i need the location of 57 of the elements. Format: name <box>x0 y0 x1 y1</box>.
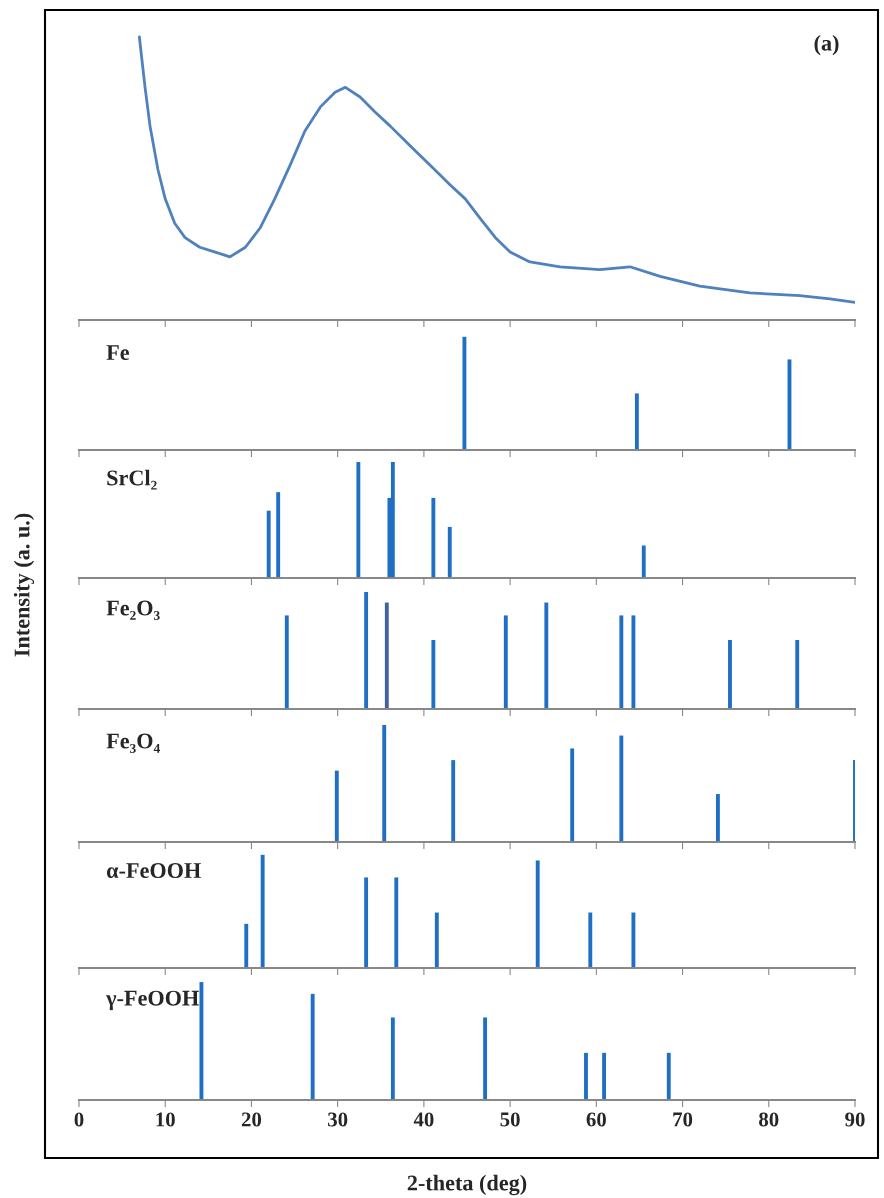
bar <box>310 993 315 1100</box>
chart-title: γ-FeOOH <box>106 990 199 1011</box>
bar <box>451 760 456 842</box>
bar <box>356 461 361 578</box>
bar <box>631 912 636 968</box>
bar <box>588 912 593 968</box>
x-tick-label: 10 <box>156 1112 175 1127</box>
chart-title: Fe <box>106 345 130 361</box>
bar <box>431 639 436 709</box>
bar <box>364 592 369 709</box>
bar <box>364 877 369 968</box>
bar <box>447 526 452 578</box>
bar <box>334 770 339 842</box>
y-axis-title: Intensity (a. u.) <box>13 513 35 657</box>
x-tick-label: 20 <box>241 1112 262 1127</box>
x-tick-label: 40 <box>413 1112 434 1127</box>
bar <box>795 639 800 709</box>
bar <box>390 1017 395 1100</box>
x-tick-label: 0 <box>74 1112 84 1127</box>
chart-title: Fe₂O₃ <box>106 600 160 620</box>
bar <box>535 860 540 968</box>
x-tick-label: 90 <box>845 1112 865 1127</box>
bar <box>390 461 395 578</box>
bar <box>483 1017 488 1100</box>
bar <box>584 1052 588 1100</box>
bar <box>394 877 399 968</box>
bar <box>260 854 265 968</box>
bar <box>244 923 249 968</box>
x-axis-title: 2-theta (deg) <box>407 1174 527 1196</box>
x-tick-label: 50 <box>500 1112 520 1127</box>
x-tick-label: 80 <box>759 1112 779 1127</box>
chart-title: α-FeOOH <box>106 863 201 879</box>
bar <box>431 497 436 578</box>
annotation: (a) <box>814 35 839 56</box>
bar <box>641 545 646 578</box>
bar <box>434 912 439 968</box>
bar <box>266 510 271 578</box>
bar <box>384 602 389 709</box>
bar <box>503 615 508 709</box>
bar <box>544 602 549 709</box>
bar <box>619 735 624 842</box>
bar <box>284 615 289 709</box>
bar <box>715 794 720 842</box>
bar <box>666 1052 671 1100</box>
bar <box>728 639 732 709</box>
x-tick-label: 70 <box>673 1112 693 1127</box>
bar <box>199 982 204 1100</box>
bar <box>382 725 387 842</box>
bar <box>602 1052 607 1100</box>
x-tick-label: 30 <box>328 1112 348 1127</box>
chart-title: Fe₃O₄ <box>106 733 160 753</box>
bar <box>619 615 624 709</box>
x-tick-label: 60 <box>586 1112 606 1127</box>
bar <box>631 615 636 709</box>
chart-title: SrCl₂ <box>107 469 157 490</box>
bar <box>570 748 575 842</box>
bar <box>276 492 281 578</box>
